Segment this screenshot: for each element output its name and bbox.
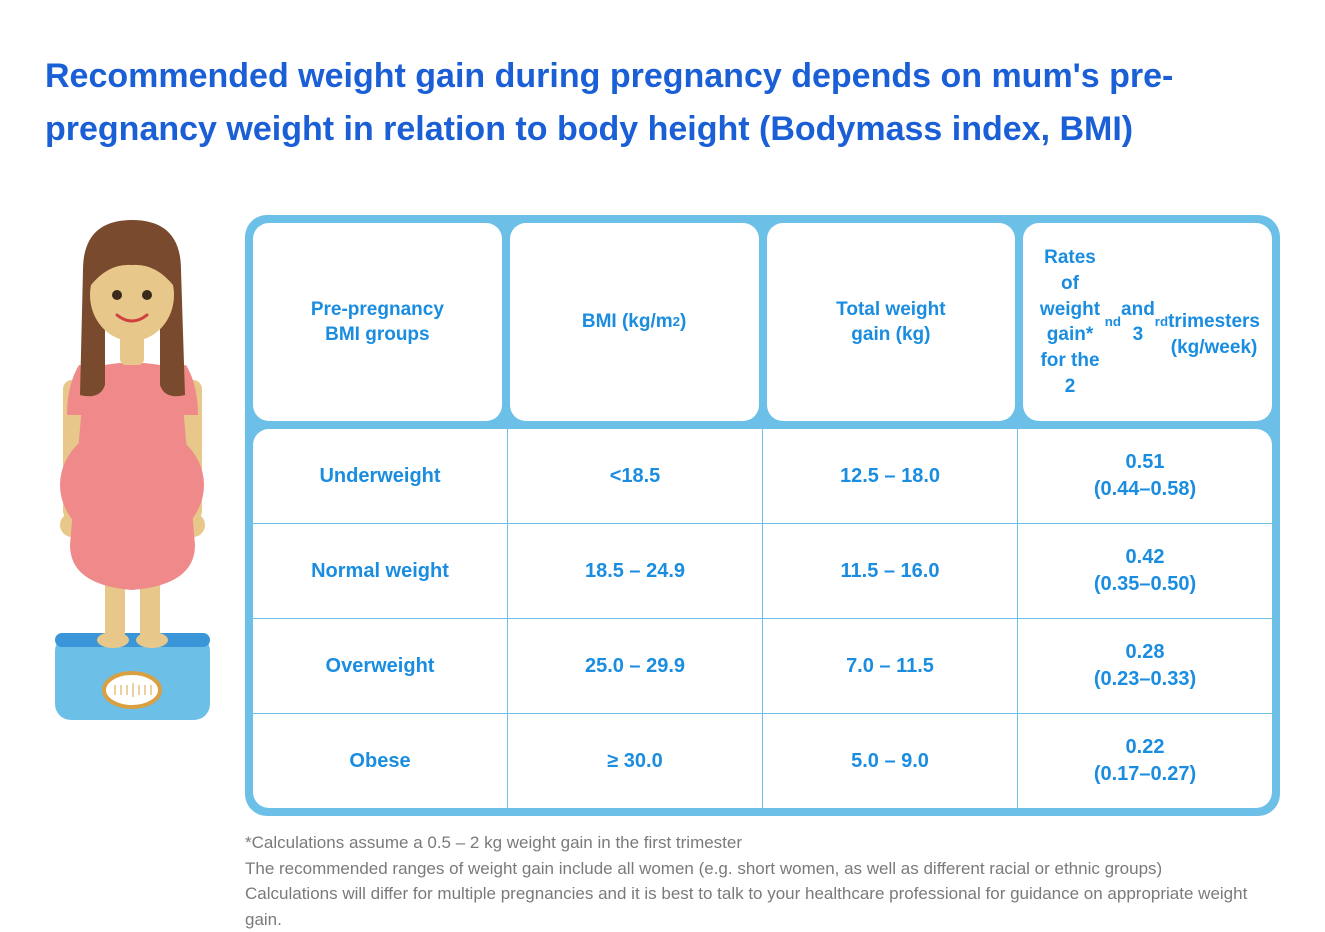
table-row: Overweight 25.0 – 29.9 7.0 – 11.5 0.28(0… [253, 619, 1272, 714]
table-cell: Underweight [253, 429, 508, 523]
table-cell: Normal weight [253, 524, 508, 618]
table-cell: 0.28(0.23–0.33) [1018, 619, 1272, 713]
table-cell: 0.42(0.35–0.50) [1018, 524, 1272, 618]
table-cell: 0.51(0.44–0.58) [1018, 429, 1272, 523]
page-title: Recommended weight gain during pregnancy… [45, 50, 1245, 155]
footnote-line: The recommended ranges of weight gain in… [245, 856, 1280, 882]
table-cell: Obese [253, 714, 508, 808]
table-cell: 7.0 – 11.5 [763, 619, 1018, 713]
table-cell: 5.0 – 9.0 [763, 714, 1018, 808]
table-cell: <18.5 [508, 429, 763, 523]
table-body: Underweight <18.5 12.5 – 18.0 0.51(0.44–… [253, 429, 1272, 808]
footnote-line: Calculations will differ for multiple pr… [245, 881, 1280, 932]
table-area: Pre-pregnancyBMI groups BMI (kg/m2) Tota… [245, 215, 1280, 932]
table-header-row: Pre-pregnancyBMI groups BMI (kg/m2) Tota… [253, 223, 1272, 421]
table-cell: ≥ 30.0 [508, 714, 763, 808]
table-header-cell: Pre-pregnancyBMI groups [253, 223, 502, 421]
table-cell: 11.5 – 16.0 [763, 524, 1018, 618]
table-cell: Overweight [253, 619, 508, 713]
table-header-cell: Rates of weight gain*for the 2nd and 3rd… [1023, 223, 1272, 421]
table-row: Underweight <18.5 12.5 – 18.0 0.51(0.44–… [253, 429, 1272, 524]
table-cell: 0.22(0.17–0.27) [1018, 714, 1272, 808]
table-cell: 18.5 – 24.9 [508, 524, 763, 618]
content-row: Pre-pregnancyBMI groups BMI (kg/m2) Tota… [45, 215, 1280, 932]
table-row: Normal weight 18.5 – 24.9 11.5 – 16.0 0.… [253, 524, 1272, 619]
footnotes: *Calculations assume a 0.5 – 2 kg weight… [245, 830, 1280, 932]
pregnant-woman-on-scale-illustration [45, 215, 220, 725]
footnote-line: *Calculations assume a 0.5 – 2 kg weight… [245, 830, 1280, 856]
table-header-cell: BMI (kg/m2) [510, 223, 759, 421]
bmi-table: Pre-pregnancyBMI groups BMI (kg/m2) Tota… [245, 215, 1280, 816]
table-cell: 12.5 – 18.0 [763, 429, 1018, 523]
table-header-cell: Total weightgain (kg) [767, 223, 1016, 421]
table-row: Obese ≥ 30.0 5.0 – 9.0 0.22(0.17–0.27) [253, 714, 1272, 808]
table-cell: 25.0 – 29.9 [508, 619, 763, 713]
